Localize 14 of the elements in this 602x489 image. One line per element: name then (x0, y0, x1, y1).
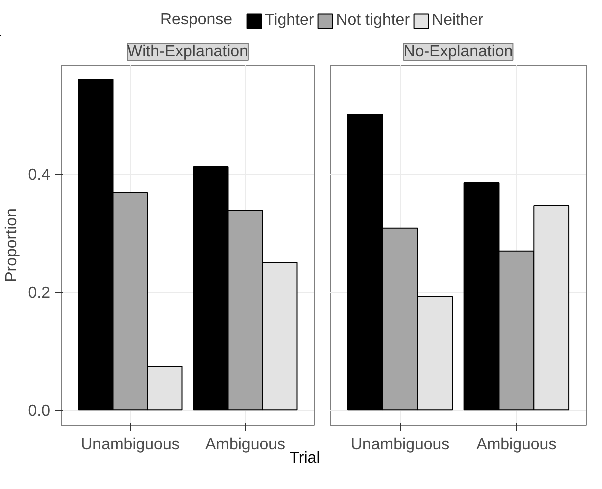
x-tick-label: Ambiguous (476, 436, 557, 454)
legend-label: Tighter (265, 12, 314, 30)
legend-label: Neither (432, 12, 484, 30)
legend-title: Response (160, 12, 233, 28)
x-tick-label: Ambiguous (205, 436, 286, 454)
x-axis-title: Trial (290, 449, 320, 469)
y-axis-title: Proportion (3, 208, 20, 282)
y-tick-label: 0.4 (28, 167, 51, 184)
chart-title: No-Explanation (404, 44, 514, 60)
x-tick-label: Unambiguous (350, 436, 450, 454)
legend-label: Not tighter (336, 12, 410, 30)
y-tick-label: 0.0 (28, 403, 51, 420)
x-tick-label: Unambiguous (81, 436, 180, 454)
y-tick-label: 0.2 (28, 285, 51, 302)
